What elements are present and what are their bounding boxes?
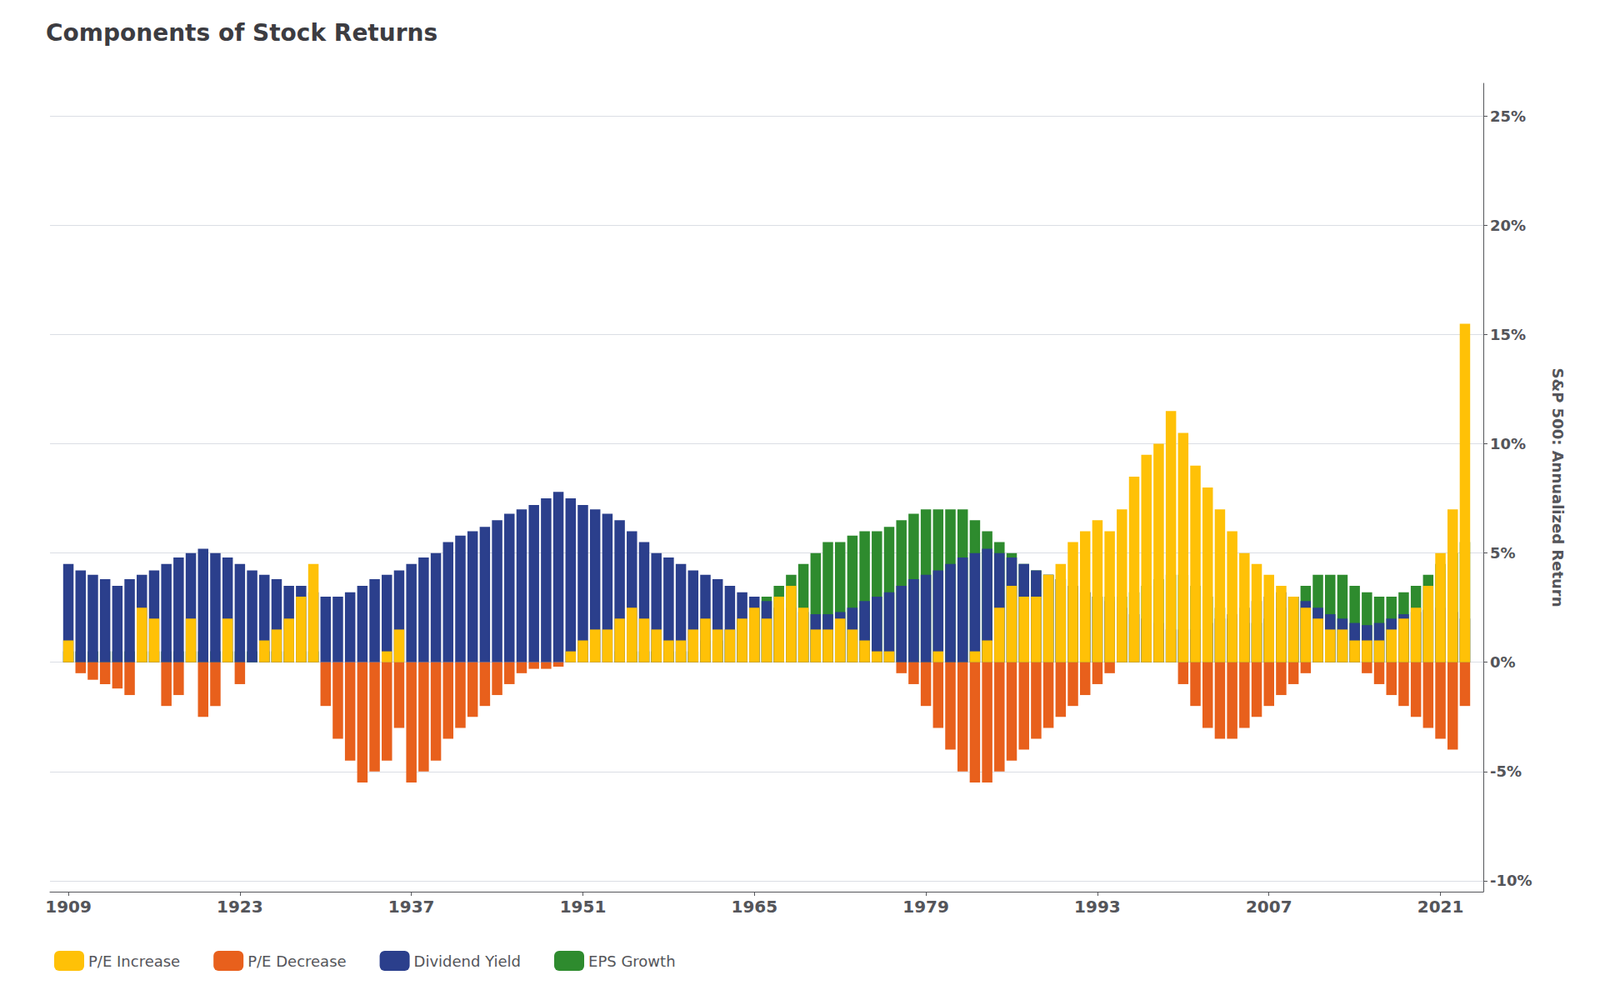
svg-text:-5%: -5%	[1490, 762, 1522, 780]
svg-text:1965: 1965	[730, 896, 778, 917]
svg-text:P/E Decrease: P/E Decrease	[247, 952, 346, 970]
svg-text:2007: 2007	[1245, 896, 1293, 917]
svg-text:-10%: -10%	[1490, 871, 1533, 890]
svg-text:0%: 0%	[1490, 653, 1516, 671]
svg-text:1979: 1979	[902, 896, 950, 917]
svg-text:Dividend Yield: Dividend Yield	[414, 952, 521, 970]
svg-text:S&P 500: Annualized Return: S&P 500: Annualized Return	[1549, 367, 1567, 607]
svg-text:20%: 20%	[1490, 216, 1526, 235]
svg-text:1923: 1923	[216, 896, 264, 917]
svg-text:P/E Increase: P/E Increase	[88, 952, 180, 970]
svg-text:15%: 15%	[1490, 325, 1526, 344]
svg-text:25%: 25%	[1490, 107, 1526, 125]
svg-text:10%: 10%	[1490, 435, 1526, 453]
svg-text:1909: 1909	[45, 896, 92, 917]
svg-text:5%: 5%	[1490, 544, 1516, 562]
svg-text:EPS Growth: EPS Growth	[588, 952, 676, 970]
svg-text:1993: 1993	[1074, 896, 1121, 917]
svg-text:1937: 1937	[388, 896, 435, 917]
svg-text:1951: 1951	[560, 896, 607, 917]
svg-text:Components of Stock Returns: Components of Stock Returns	[45, 19, 438, 47]
svg-text:2021: 2021	[1417, 896, 1465, 917]
